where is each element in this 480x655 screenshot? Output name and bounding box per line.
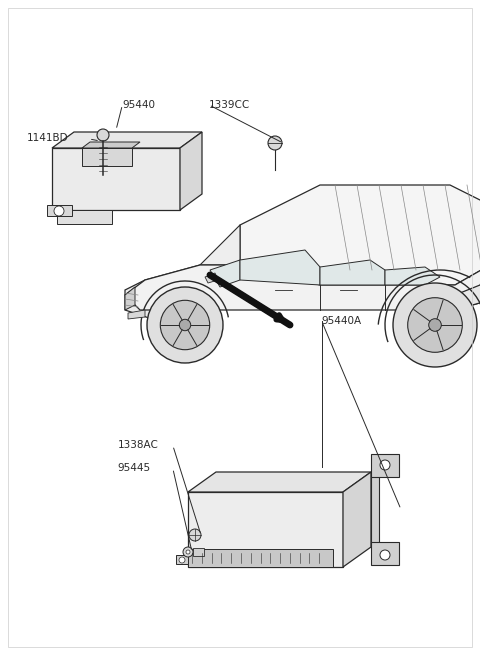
Polygon shape <box>82 148 132 166</box>
Text: 95440: 95440 <box>122 100 156 110</box>
Polygon shape <box>371 472 379 547</box>
Circle shape <box>408 298 462 352</box>
Polygon shape <box>176 555 188 564</box>
Circle shape <box>393 283 477 367</box>
Polygon shape <box>125 287 135 310</box>
Polygon shape <box>125 265 480 310</box>
Polygon shape <box>47 205 72 216</box>
Polygon shape <box>125 280 180 325</box>
Polygon shape <box>82 142 140 148</box>
Text: 95440A: 95440A <box>322 316 362 326</box>
Circle shape <box>180 319 191 331</box>
Circle shape <box>97 129 109 141</box>
Polygon shape <box>455 265 480 310</box>
Polygon shape <box>320 260 385 285</box>
Text: 1339CC: 1339CC <box>209 100 250 110</box>
Circle shape <box>147 287 223 363</box>
Polygon shape <box>371 454 399 477</box>
Polygon shape <box>240 250 320 285</box>
Polygon shape <box>210 260 240 287</box>
Circle shape <box>186 550 190 554</box>
Polygon shape <box>128 310 145 319</box>
Polygon shape <box>145 265 240 310</box>
Circle shape <box>183 547 193 557</box>
Polygon shape <box>188 549 333 567</box>
Circle shape <box>380 550 390 560</box>
Polygon shape <box>188 472 371 492</box>
Circle shape <box>179 557 185 563</box>
Polygon shape <box>52 148 180 210</box>
Polygon shape <box>371 542 399 565</box>
Circle shape <box>429 319 441 331</box>
Circle shape <box>160 300 210 350</box>
Polygon shape <box>188 492 343 567</box>
Text: 1141BD: 1141BD <box>26 132 68 143</box>
Polygon shape <box>385 267 440 285</box>
Text: 1338AC: 1338AC <box>118 440 158 451</box>
Polygon shape <box>240 185 480 285</box>
Polygon shape <box>193 548 204 556</box>
Polygon shape <box>52 132 202 148</box>
Circle shape <box>189 529 201 541</box>
Circle shape <box>268 136 282 150</box>
Text: 95445: 95445 <box>118 463 151 474</box>
Polygon shape <box>205 273 218 283</box>
Polygon shape <box>180 132 202 210</box>
Circle shape <box>380 460 390 470</box>
Polygon shape <box>57 210 112 224</box>
Polygon shape <box>200 225 240 295</box>
Circle shape <box>54 206 64 216</box>
Polygon shape <box>343 472 371 567</box>
